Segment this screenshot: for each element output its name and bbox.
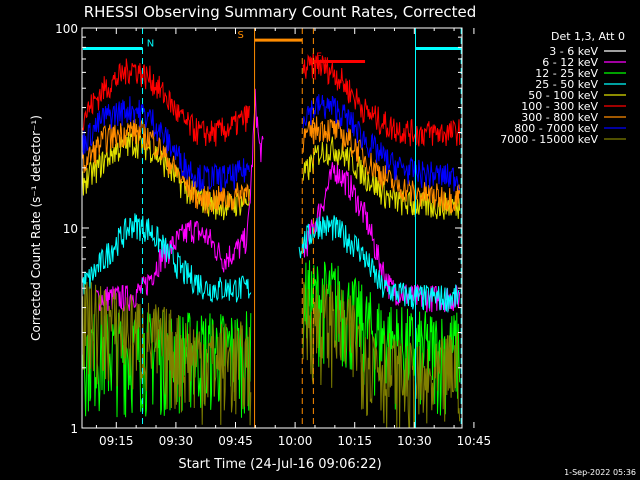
axes-group: 09:15 09:30 09:45 10:00 10:15 10:30 10:45 1 10 10…: [55, 22, 491, 448]
legend-label-4: 25 - 50 keV: [535, 78, 598, 91]
x-axis-label: Start Time (24-Jul-16 09:06:22): [178, 457, 381, 472]
series-line-6-segment-1: [81, 58, 250, 147]
legend-label-5: 50 - 100 keV: [528, 89, 598, 102]
legend-title: Det 1,3, Att 0: [551, 30, 625, 43]
x-tick-label-7: 10:45: [457, 434, 492, 448]
series-line-4-segment-1: [81, 213, 252, 303]
chart-title: RHESSI Observing Summary Count Rates, Co…: [84, 3, 477, 21]
series-line-1-segment-1: [95, 233, 250, 421]
legend-label-9: 7000 - 15000 keV: [500, 133, 598, 146]
legend-label-3: 12 - 25 keV: [535, 67, 598, 80]
series-line-9-segment-2: [302, 281, 461, 429]
legend-label-8: 800 - 7000 keV: [514, 122, 598, 135]
series-line-3-segment-2: [302, 260, 461, 416]
generation-date: 1-Sep-2022 05:36: [564, 468, 636, 477]
legend-label-1: 3 - 6 keV: [549, 45, 598, 58]
series-line-7-segment-2: [302, 116, 461, 214]
x-tick-label-1: 09:15: [99, 434, 134, 448]
series-line-5-segment-1: [81, 132, 250, 221]
series-line-6-segment-2: [302, 53, 461, 147]
y-tick-label-3: 100: [55, 22, 78, 36]
y-axis-label: Corrected Count Rate (s⁻¹ detector⁻¹): [29, 115, 43, 341]
series-line-1-segment-2: [302, 154, 393, 286]
series-line-9-segment-1: [81, 281, 252, 426]
legend-label-7: 300 - 800 keV: [521, 111, 598, 124]
y-tick-label-2: 10: [63, 222, 78, 236]
series-line-7-segment-1: [81, 118, 250, 214]
x-tick-label-6: 10:30: [397, 434, 432, 448]
x-tick-label-2: 09:30: [159, 434, 194, 448]
x-tick-label-5: 10:15: [337, 434, 372, 448]
x-tick-label-3: 09:45: [218, 434, 253, 448]
legend-label-6: 100 - 300 keV: [521, 100, 598, 113]
y-tick-label-1: 1: [70, 422, 78, 436]
series-line-8-segment-1: [81, 96, 250, 192]
interval-label-3: F: [316, 51, 322, 62]
series-group: [81, 53, 461, 429]
series-line-8-segment-2: [302, 94, 460, 192]
x-tick-label-4: 10:00: [278, 434, 313, 448]
interval-label-1: N: [147, 38, 154, 49]
interval-label-2: S: [237, 30, 243, 41]
series-line-2-segment-1: [95, 88, 264, 312]
series-line-5-segment-2: [302, 136, 461, 220]
series-line-4-segment-2: [298, 215, 460, 313]
legend-label-2: 6 - 12 keV: [542, 56, 598, 69]
